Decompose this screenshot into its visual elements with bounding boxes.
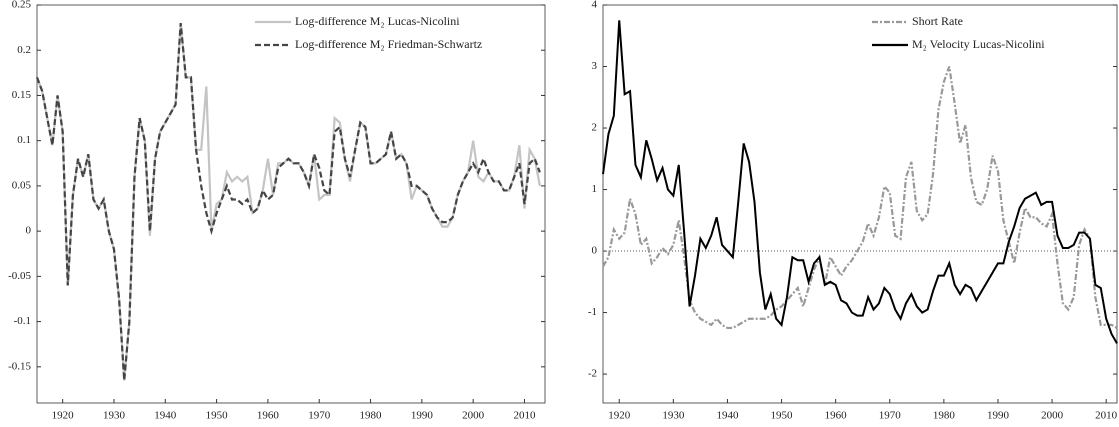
series-line bbox=[602, 20, 1118, 344]
x-tick-label: 1930 bbox=[103, 410, 126, 422]
x-tick-label: 1990 bbox=[987, 410, 1010, 422]
x-tick-label: 1970 bbox=[308, 410, 331, 422]
x-tick-label: 1980 bbox=[360, 410, 383, 422]
x-tick-label: 2010 bbox=[513, 410, 536, 422]
y-tick-label: 2 bbox=[592, 122, 598, 134]
y-tick-label: -1 bbox=[588, 306, 597, 318]
y-tick-label: -0.05 bbox=[8, 270, 31, 282]
x-tick-label: 1940 bbox=[154, 410, 177, 422]
y-tick-label: 0 bbox=[26, 225, 32, 237]
y-tick-label: 4 bbox=[592, 0, 598, 11]
x-tick-label: 1960 bbox=[257, 410, 280, 422]
y-tick-label: 1 bbox=[592, 183, 598, 195]
y-tick-label: 0.25 bbox=[12, 0, 32, 11]
series-line bbox=[602, 66, 1118, 330]
x-tick-label: 2000 bbox=[1041, 410, 1064, 422]
x-tick-label: 1930 bbox=[662, 410, 685, 422]
y-tick-label: 0 bbox=[592, 245, 598, 257]
x-tick-label: 1960 bbox=[825, 410, 848, 422]
series-line bbox=[35, 22, 541, 381]
y-tick-label: 0.2 bbox=[17, 44, 31, 56]
x-tick-label: 1950 bbox=[771, 410, 794, 422]
x-tick-label: 1990 bbox=[411, 410, 434, 422]
legend-label: M₂ Velocity Lucas-Nicolini bbox=[912, 37, 1045, 51]
legend-label: Log-difference M₂ Friedman-Schwartz bbox=[295, 37, 482, 51]
x-tick-label: 2010 bbox=[1095, 410, 1118, 422]
y-tick-label: 0.05 bbox=[12, 179, 32, 191]
y-tick-label: 0.15 bbox=[12, 89, 32, 101]
x-tick-label: 1920 bbox=[52, 410, 75, 422]
y-tick-label: -0.15 bbox=[8, 360, 31, 372]
legend-label: Log-difference M₂ Lucas-Nicolini bbox=[295, 14, 460, 28]
x-tick-label: 1970 bbox=[879, 410, 902, 422]
y-tick-label: 3 bbox=[592, 60, 598, 72]
x-tick-label: 2000 bbox=[462, 410, 485, 422]
x-tick-label: 1940 bbox=[716, 410, 739, 422]
x-tick-label: 1920 bbox=[608, 410, 631, 422]
plot-frame bbox=[602, 4, 1118, 404]
x-tick-label: 1980 bbox=[933, 410, 956, 422]
plot-frame bbox=[36, 4, 546, 404]
y-tick-label: 0.1 bbox=[17, 134, 31, 146]
legend-label: Short Rate bbox=[912, 14, 963, 28]
x-tick-label: 1950 bbox=[206, 410, 229, 422]
series-line bbox=[35, 22, 541, 381]
y-tick-label: -0.1 bbox=[14, 315, 31, 327]
y-tick-label: -2 bbox=[588, 368, 597, 380]
